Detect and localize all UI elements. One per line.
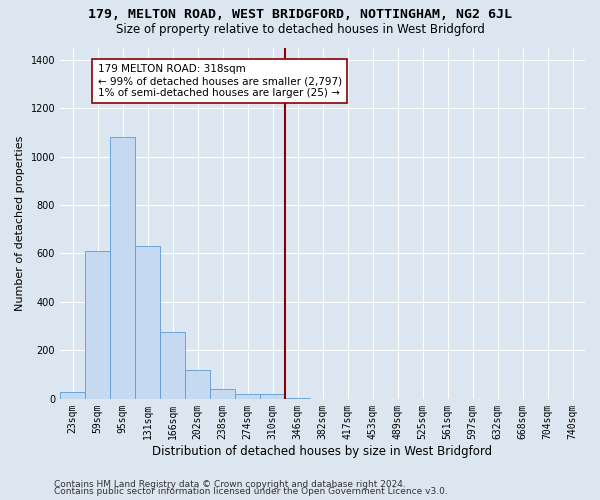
Y-axis label: Number of detached properties: Number of detached properties (15, 136, 25, 311)
Text: Contains public sector information licensed under the Open Government Licence v3: Contains public sector information licen… (54, 488, 448, 496)
Bar (160, 332, 185, 399)
Text: 179 MELTON ROAD: 318sqm
← 99% of detached houses are smaller (2,797)
1% of semi-: 179 MELTON ROAD: 318sqm ← 99% of detache… (98, 64, 341, 98)
Text: 179, MELTON ROAD, WEST BRIDGFORD, NOTTINGHAM, NG2 6JL: 179, MELTON ROAD, WEST BRIDGFORD, NOTTIN… (88, 8, 512, 20)
X-axis label: Distribution of detached houses by size in West Bridgford: Distribution of detached houses by size … (152, 444, 493, 458)
Bar (285, 398, 310, 399)
Text: Size of property relative to detached houses in West Bridgford: Size of property relative to detached ho… (116, 22, 484, 36)
Bar (85, 251, 110, 399)
Bar (60, 392, 85, 399)
Bar (235, 394, 260, 399)
Text: Contains HM Land Registry data © Crown copyright and database right 2024.: Contains HM Land Registry data © Crown c… (54, 480, 406, 489)
Bar (110, 137, 135, 399)
Bar (185, 370, 210, 399)
Bar (260, 394, 285, 399)
Bar (210, 389, 235, 399)
Bar (135, 246, 160, 399)
